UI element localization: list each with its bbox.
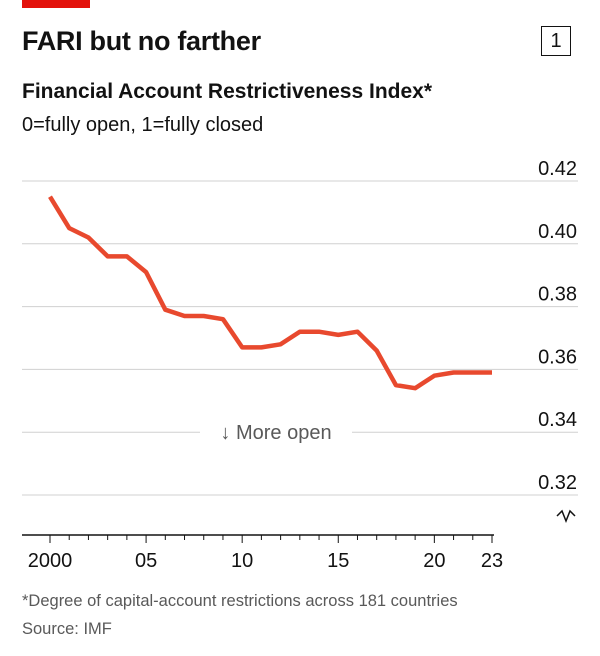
- y-tick-label: 0.36: [538, 346, 577, 368]
- x-tick-label: 10: [231, 550, 253, 572]
- chart-title: FARI but no farther: [22, 26, 261, 56]
- gridlines: [22, 180, 578, 496]
- x-tick-label: 15: [327, 550, 349, 572]
- y-tick-label: 0.42: [538, 158, 577, 180]
- x-tick-label: 23: [481, 550, 503, 572]
- annotation-background: [200, 418, 352, 447]
- y-tick-label: 0.32: [538, 472, 577, 494]
- unit-note: 0=fully open, 1=fully closed: [22, 114, 264, 136]
- line-chart: 0.420.400.380.360.340.32 ↓ More open 200…: [22, 158, 578, 572]
- x-tick-labels: 2000 05 10 15 20 23: [28, 550, 503, 572]
- chart-number-badge: 1: [541, 26, 571, 56]
- y-tick-label: 0.38: [538, 284, 577, 306]
- axis-break-icon: [556, 509, 576, 524]
- x-axis: [22, 534, 494, 543]
- footnote: *Degree of capital-account restrictions …: [22, 592, 458, 610]
- y-tick-label: 0.40: [538, 221, 577, 243]
- series-group: [48, 195, 492, 391]
- annotation-more-open: ↓ More open: [220, 422, 331, 444]
- brand-tag: [22, 0, 90, 8]
- y-tick-label: 0.34: [538, 409, 577, 431]
- y-tick-labels: 0.42 0.40 0.38 0.36 0.34 0.32: [538, 158, 577, 494]
- chart-subtitle: Financial Account Restrictiveness Index*: [22, 80, 433, 103]
- annotation-group: ↓ More open: [200, 418, 576, 524]
- source-note: Source: IMF: [22, 620, 112, 638]
- x-tick-label: 20: [423, 550, 445, 572]
- x-tick-label: 05: [135, 550, 157, 572]
- x-tick-label: 2000: [28, 550, 73, 572]
- series-line: [48, 195, 492, 391]
